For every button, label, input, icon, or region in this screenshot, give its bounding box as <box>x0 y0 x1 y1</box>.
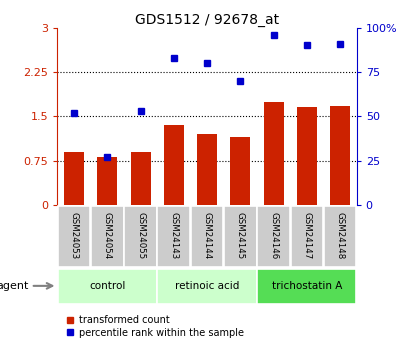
Bar <box>329 106 349 205</box>
Bar <box>256 206 289 266</box>
Text: GSM24148: GSM24148 <box>335 213 344 260</box>
Bar <box>256 269 355 304</box>
Bar <box>164 125 183 205</box>
Text: retinoic acid: retinoic acid <box>174 281 239 291</box>
Bar <box>130 152 150 205</box>
Bar <box>124 206 157 266</box>
Bar <box>230 137 249 205</box>
Text: GSM24145: GSM24145 <box>235 213 244 260</box>
Bar <box>157 206 190 266</box>
Bar <box>290 206 322 266</box>
Bar <box>157 269 256 304</box>
Bar <box>197 134 216 205</box>
Text: GSM24144: GSM24144 <box>202 213 211 260</box>
Text: GSM24053: GSM24053 <box>70 213 79 260</box>
Bar <box>97 157 117 205</box>
Text: GSM24054: GSM24054 <box>103 213 112 260</box>
Text: agent: agent <box>0 281 29 291</box>
Text: GSM24146: GSM24146 <box>268 213 277 260</box>
Bar <box>58 206 90 266</box>
Bar <box>223 206 256 266</box>
Bar <box>91 206 123 266</box>
Text: GSM24055: GSM24055 <box>136 213 145 260</box>
Bar <box>64 152 84 205</box>
Title: GDS1512 / 92678_at: GDS1512 / 92678_at <box>135 12 279 27</box>
Bar <box>190 206 223 266</box>
Legend: transformed count, percentile rank within the sample: transformed count, percentile rank withi… <box>62 311 247 342</box>
Bar <box>263 101 283 205</box>
Text: trichostatin A: trichostatin A <box>271 281 341 291</box>
Bar <box>58 269 157 304</box>
Text: GSM24147: GSM24147 <box>301 213 310 260</box>
Text: GSM24143: GSM24143 <box>169 213 178 260</box>
Text: control: control <box>89 281 125 291</box>
Bar <box>323 206 355 266</box>
Bar <box>296 107 316 205</box>
